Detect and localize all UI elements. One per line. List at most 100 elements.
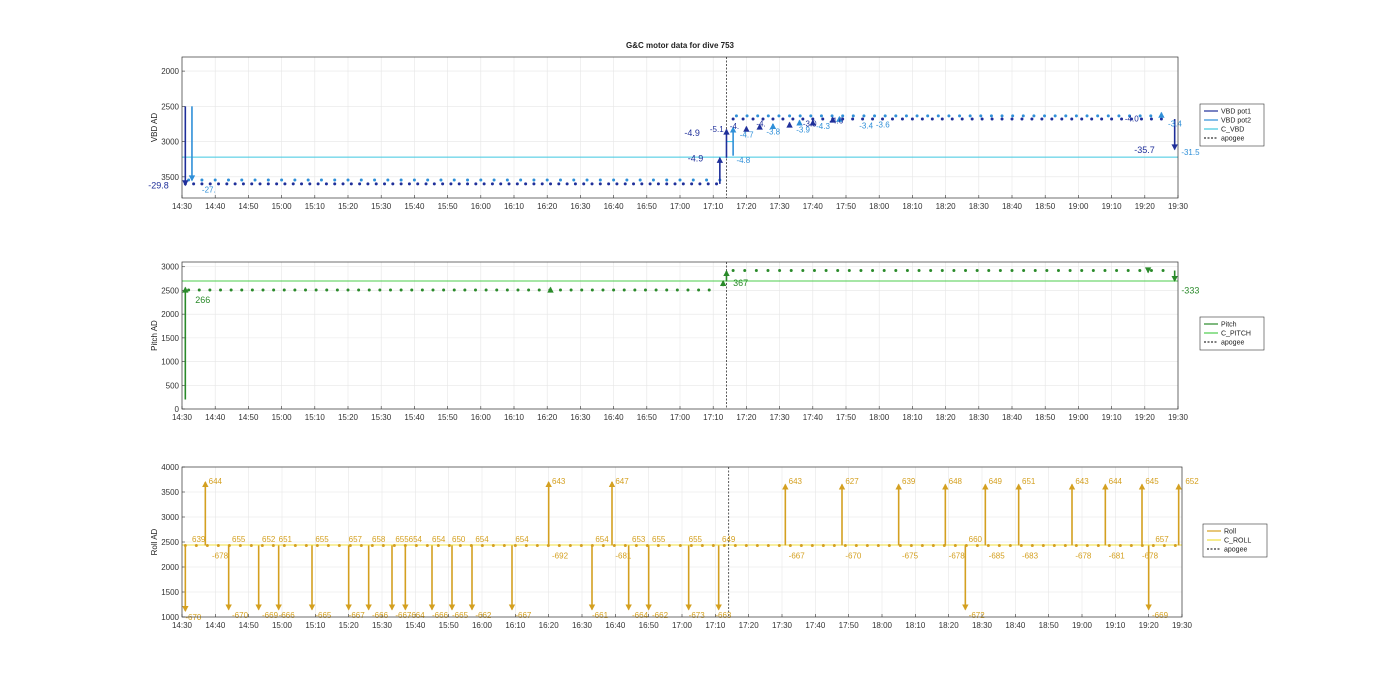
- move-arrow-head: [895, 483, 902, 490]
- data-point: [1030, 544, 1034, 547]
- data-point: [700, 544, 704, 547]
- x-tick-label: 18:00: [869, 413, 890, 422]
- data-point: [519, 178, 523, 182]
- data-point: [216, 544, 220, 547]
- data-point: [894, 269, 898, 273]
- data-point: [812, 269, 816, 273]
- move-arrow-head: [836, 115, 843, 122]
- data-point: [1126, 269, 1130, 273]
- x-tick-label: 16:30: [572, 621, 593, 630]
- data-point: [1020, 117, 1024, 121]
- annotation-label: -3.4: [1168, 119, 1182, 128]
- data-point: [656, 182, 660, 186]
- annotation-label: 645: [1145, 477, 1159, 486]
- data-point: [391, 182, 395, 186]
- data-point: [457, 182, 461, 186]
- move-arrow-head: [1171, 275, 1178, 282]
- move-arrow-head: [202, 481, 209, 487]
- panel-2: 14:30 14:40 14:50 15:00 15:10 15:20 15:30 15:40…: [150, 261, 1265, 422]
- data-point: [929, 269, 933, 273]
- data-point: [463, 288, 467, 292]
- data-point: [250, 288, 254, 292]
- data-point: [449, 182, 453, 186]
- data-point: [1053, 114, 1057, 118]
- move-arrow-head: [182, 180, 189, 187]
- data-point: [346, 288, 350, 292]
- annotation-label: 647: [615, 477, 629, 486]
- annotation-label: 655: [232, 535, 246, 544]
- data-point: [315, 544, 319, 547]
- y-axis-label: VBD AD: [150, 113, 159, 143]
- x-tick-label: 15:50: [438, 413, 459, 422]
- data-point: [733, 544, 737, 547]
- x-tick-label: 18:20: [939, 621, 960, 630]
- move-arrow-head: [782, 483, 789, 490]
- data-point: [1130, 117, 1134, 121]
- panel-3: 14:30 14:40 14:50 15:00 15:10 15:20 15:30 15:40…: [150, 463, 1268, 630]
- data-point: [964, 269, 968, 273]
- data-point: [851, 114, 855, 118]
- annotation-label: -29.8: [148, 180, 169, 190]
- annotation-label: -662: [475, 611, 492, 620]
- data-point: [200, 178, 204, 182]
- x-tick-label: 16:30: [570, 202, 591, 211]
- x-tick-label: 14:30: [172, 621, 193, 630]
- data-point: [777, 544, 781, 547]
- x-tick-label: 15:00: [272, 413, 293, 422]
- data-point: [675, 288, 679, 292]
- data-point: [424, 182, 428, 186]
- data-point: [665, 182, 669, 186]
- annotation-label: -3.9: [796, 126, 810, 135]
- data-point: [756, 114, 760, 118]
- data-point: [308, 182, 312, 186]
- y-tick-label: 2000: [161, 563, 179, 572]
- data-point: [809, 114, 813, 118]
- data-point: [771, 117, 775, 121]
- annotation-label: -678: [1142, 552, 1159, 561]
- data-point: [208, 182, 212, 186]
- x-tick-label: 17:50: [836, 413, 857, 422]
- data-point: [623, 544, 627, 547]
- annotation-label: -4.6: [829, 116, 843, 125]
- data-point: [601, 544, 605, 547]
- data-point: [219, 288, 223, 292]
- data-point: [1063, 544, 1067, 547]
- data-point: [293, 178, 297, 182]
- annotation-label: 651: [279, 535, 293, 544]
- data-point: [766, 269, 770, 273]
- data-point: [590, 288, 594, 292]
- data-point: [545, 178, 549, 182]
- data-point: [1173, 544, 1177, 547]
- annotation-label: -664: [409, 611, 426, 620]
- data-point: [366, 182, 370, 186]
- data-point: [373, 178, 377, 182]
- annotation-label: 648: [949, 477, 963, 486]
- data-point: [881, 117, 885, 121]
- data-point: [707, 288, 711, 292]
- move-arrow-head: [402, 604, 409, 611]
- data-point: [915, 114, 919, 118]
- annotation-label: -667: [789, 552, 806, 561]
- move-arrow-head: [786, 121, 793, 128]
- data-point: [841, 114, 845, 118]
- data-point: [258, 182, 262, 186]
- x-tick-label: 17:50: [836, 202, 857, 211]
- annotation-label: -333: [1181, 285, 1199, 295]
- data-point: [535, 544, 539, 547]
- move-arrow-head: [1171, 144, 1178, 151]
- data-point: [527, 288, 531, 292]
- data-point: [947, 114, 951, 118]
- data-point: [640, 182, 644, 186]
- annotation-label: -670: [185, 613, 202, 622]
- x-tick-label: 15:50: [439, 621, 460, 630]
- data-point: [283, 182, 287, 186]
- data-point: [341, 182, 345, 186]
- data-point: [990, 117, 994, 121]
- move-arrow-head: [468, 604, 476, 611]
- data-point: [271, 544, 275, 547]
- annotation-label: -667: [349, 611, 366, 620]
- x-tick-label: 15:10: [305, 413, 326, 422]
- data-point: [625, 178, 629, 182]
- annotation-label: 649: [989, 477, 1003, 486]
